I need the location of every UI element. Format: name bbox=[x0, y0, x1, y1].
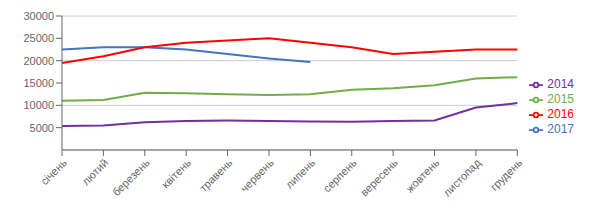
svg-text:серпень: серпень bbox=[321, 156, 359, 194]
svg-text:червень: червень bbox=[238, 156, 276, 194]
svg-text:липень: липень bbox=[283, 156, 317, 190]
svg-text:березень: березень bbox=[110, 156, 152, 198]
svg-text:вересень: вересень bbox=[358, 156, 400, 198]
svg-text:10000: 10000 bbox=[23, 99, 54, 111]
svg-text:грудень: грудень bbox=[488, 156, 525, 193]
svg-text:листопад: листопад bbox=[441, 156, 484, 199]
html-text:2014: 2014 bbox=[547, 77, 574, 92]
svg-text:25000: 25000 bbox=[23, 32, 54, 44]
html-text:2016: 2016 bbox=[547, 107, 574, 121]
svg-text:лютий: лютий bbox=[79, 156, 110, 187]
html-text:2017: 2017 bbox=[547, 121, 574, 136]
svg-text:15000: 15000 bbox=[23, 77, 54, 89]
svg-text:жовтень: жовтень bbox=[403, 156, 441, 194]
svg-text:30000: 30000 bbox=[23, 10, 54, 22]
svg-text:травень: травень bbox=[197, 156, 235, 194]
html-text:2015: 2015 bbox=[547, 92, 574, 107]
svg-text:квітень: квітень bbox=[159, 156, 193, 190]
svg-text:20000: 20000 bbox=[23, 55, 54, 67]
svg-text:січень: січень bbox=[38, 156, 69, 187]
svg-text:5000: 5000 bbox=[30, 122, 54, 134]
